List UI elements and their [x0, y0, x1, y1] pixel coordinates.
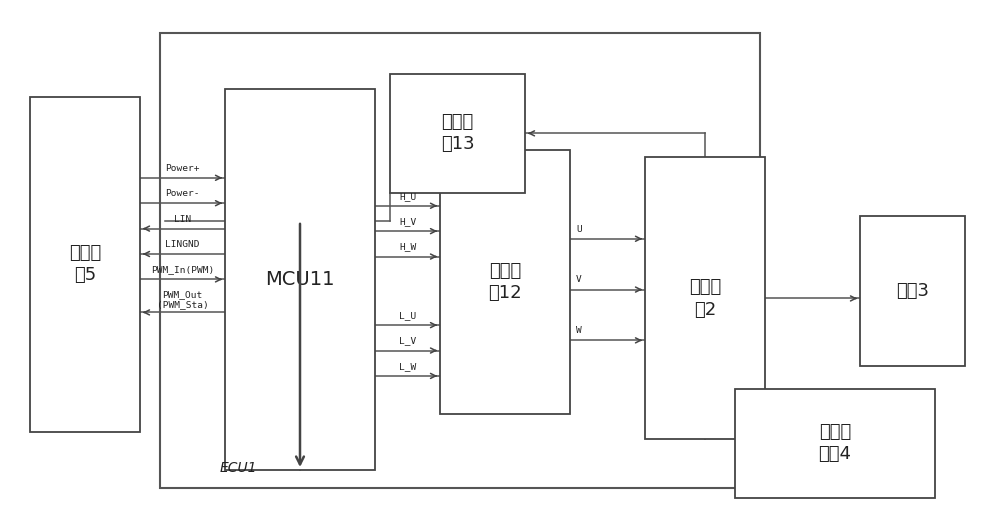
Text: 监测模
块13: 监测模 块13 — [441, 113, 474, 153]
Text: PWM_Out
(PWM_Sta): PWM_Out (PWM_Sta) — [157, 290, 208, 309]
Text: Power-: Power- — [165, 189, 200, 198]
Text: 温度传
感器4: 温度传 感器4 — [818, 423, 852, 463]
Text: 水泵电
机2: 水泵电 机2 — [689, 278, 721, 319]
Text: LIN: LIN — [174, 214, 191, 224]
Text: PWM_In(PWM): PWM_In(PWM) — [151, 265, 214, 274]
Bar — [30, 97, 140, 432]
Text: H_V: H_V — [399, 217, 416, 226]
Text: 驱动单
元12: 驱动单 元12 — [488, 262, 522, 302]
Text: LINGND: LINGND — [165, 240, 200, 249]
Text: L_W: L_W — [399, 362, 416, 371]
Bar — [390, 74, 525, 193]
Text: Power+: Power+ — [165, 164, 200, 173]
Text: 水泵3: 水泵3 — [896, 282, 929, 300]
Text: V: V — [576, 275, 582, 284]
Text: L_V: L_V — [399, 336, 416, 345]
Bar — [225, 89, 375, 470]
Text: 整车系
统5: 整车系 统5 — [69, 244, 101, 284]
Text: MCU11: MCU11 — [265, 270, 335, 289]
Bar — [735, 389, 935, 498]
Text: H_U: H_U — [399, 192, 416, 201]
Text: U: U — [576, 225, 582, 234]
Bar — [440, 150, 570, 414]
Bar — [160, 33, 760, 488]
Text: H_W: H_W — [399, 242, 416, 251]
Text: ECU1: ECU1 — [220, 461, 258, 475]
Text: L_U: L_U — [399, 311, 416, 320]
Bar — [860, 216, 965, 366]
Text: W: W — [576, 326, 582, 335]
Bar — [645, 157, 765, 439]
